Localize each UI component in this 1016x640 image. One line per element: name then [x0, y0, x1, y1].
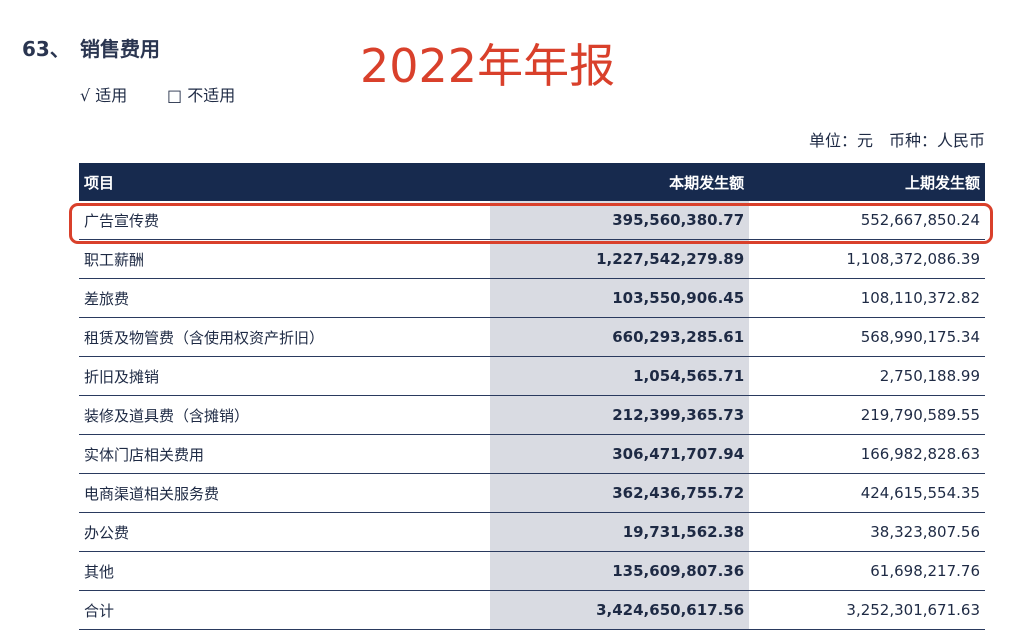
cell: 424,615,554.35 [749, 473, 985, 513]
cell: 212,399,365.73 [489, 395, 750, 435]
cell: 3,252,301,671.63 [749, 590, 985, 630]
table-row: 职工薪酬 1,227,542,279.89 1,108,372,086.39 [79, 239, 985, 279]
section-number: 63、 [22, 37, 70, 61]
table-row: 差旅费 103,550,906.45 108,110,372.82 [79, 278, 985, 318]
cell: 103,550,906.45 [489, 278, 750, 318]
cell: 实体门店相关费用 [79, 434, 490, 474]
cell: 660,293,285.61 [489, 317, 750, 357]
table-row: 装修及道具费（含摊销） 212,399,365.73 219,790,589.55 [79, 395, 985, 435]
column-header: 本期发生额 [489, 163, 750, 201]
table-row: 办公费 19,731,562.38 38,323,807.56 [79, 512, 985, 552]
table-row: 折旧及摊销 1,054,565.71 2,750,188.99 [79, 356, 985, 396]
table-row: 广告宣传费 395,560,380.77 552,667,850.24 [79, 201, 985, 240]
cell: 19,731,562.38 [489, 512, 750, 552]
column-header: 上期发生额 [749, 163, 985, 201]
cell: 306,471,707.94 [489, 434, 750, 474]
table: 项目 本期发生额 上期发生额 广告宣传费 395,560,380.77 552,667,8… [79, 163, 985, 630]
table-row: 合计 3,424,650,617.56 3,252,301,671.63 [79, 590, 985, 630]
cell: 职工薪酬 [79, 239, 490, 279]
cell: 装修及道具费（含摊销） [79, 395, 490, 435]
cell: 219,790,589.55 [749, 395, 985, 435]
cell: 合计 [79, 590, 490, 630]
cell: 其他 [79, 551, 490, 591]
table-row: 电商渠道相关服务费 362,436,755.72 424,615,554.35 [79, 473, 985, 513]
cell: 166,982,828.63 [749, 434, 985, 474]
cell: 广告宣传费 [79, 201, 490, 240]
table-row: 实体门店相关费用 306,471,707.94 166,982,828.63 [79, 434, 985, 474]
applicable: √ 适用 [80, 86, 128, 105]
cell: 1,108,372,086.39 [749, 239, 985, 279]
cell: 108,110,372.82 [749, 278, 985, 318]
cell: 电商渠道相关服务费 [79, 473, 490, 513]
cell: 2,750,188.99 [749, 356, 985, 396]
cell: 3,424,650,617.56 [489, 590, 750, 630]
cell: 362,436,755.72 [489, 473, 750, 513]
cell: 568,990,175.34 [749, 317, 985, 357]
cell: 1,054,565.71 [489, 356, 750, 396]
section-title: 销售费用 [80, 37, 160, 61]
table-row: 其他 135,609,807.36 61,698,217.76 [79, 551, 985, 591]
cell: 38,323,807.56 [749, 512, 985, 552]
cell: 61,698,217.76 [749, 551, 985, 591]
not-applicable: □ 不适用 [167, 86, 236, 105]
cell: 552,667,850.24 [749, 201, 985, 240]
cell: 135,609,807.36 [489, 551, 750, 591]
cell: 折旧及摊销 [79, 356, 490, 396]
column-header: 项目 [79, 163, 490, 201]
annotation: 2022年年报 [360, 39, 616, 93]
cell: 395,560,380.77 [489, 201, 750, 240]
cell: 差旅费 [79, 278, 490, 318]
highlight-box [69, 203, 993, 244]
cell: 办公费 [79, 512, 490, 552]
unit: 单位：元 币种：人民币 [808, 131, 985, 150]
cell: 1,227,542,279.89 [489, 239, 750, 279]
table-row: 租赁及物管费（含使用权资产折旧） 660,293,285.61 568,990,17… [79, 317, 985, 357]
cell: 租赁及物管费（含使用权资产折旧） [79, 317, 490, 357]
